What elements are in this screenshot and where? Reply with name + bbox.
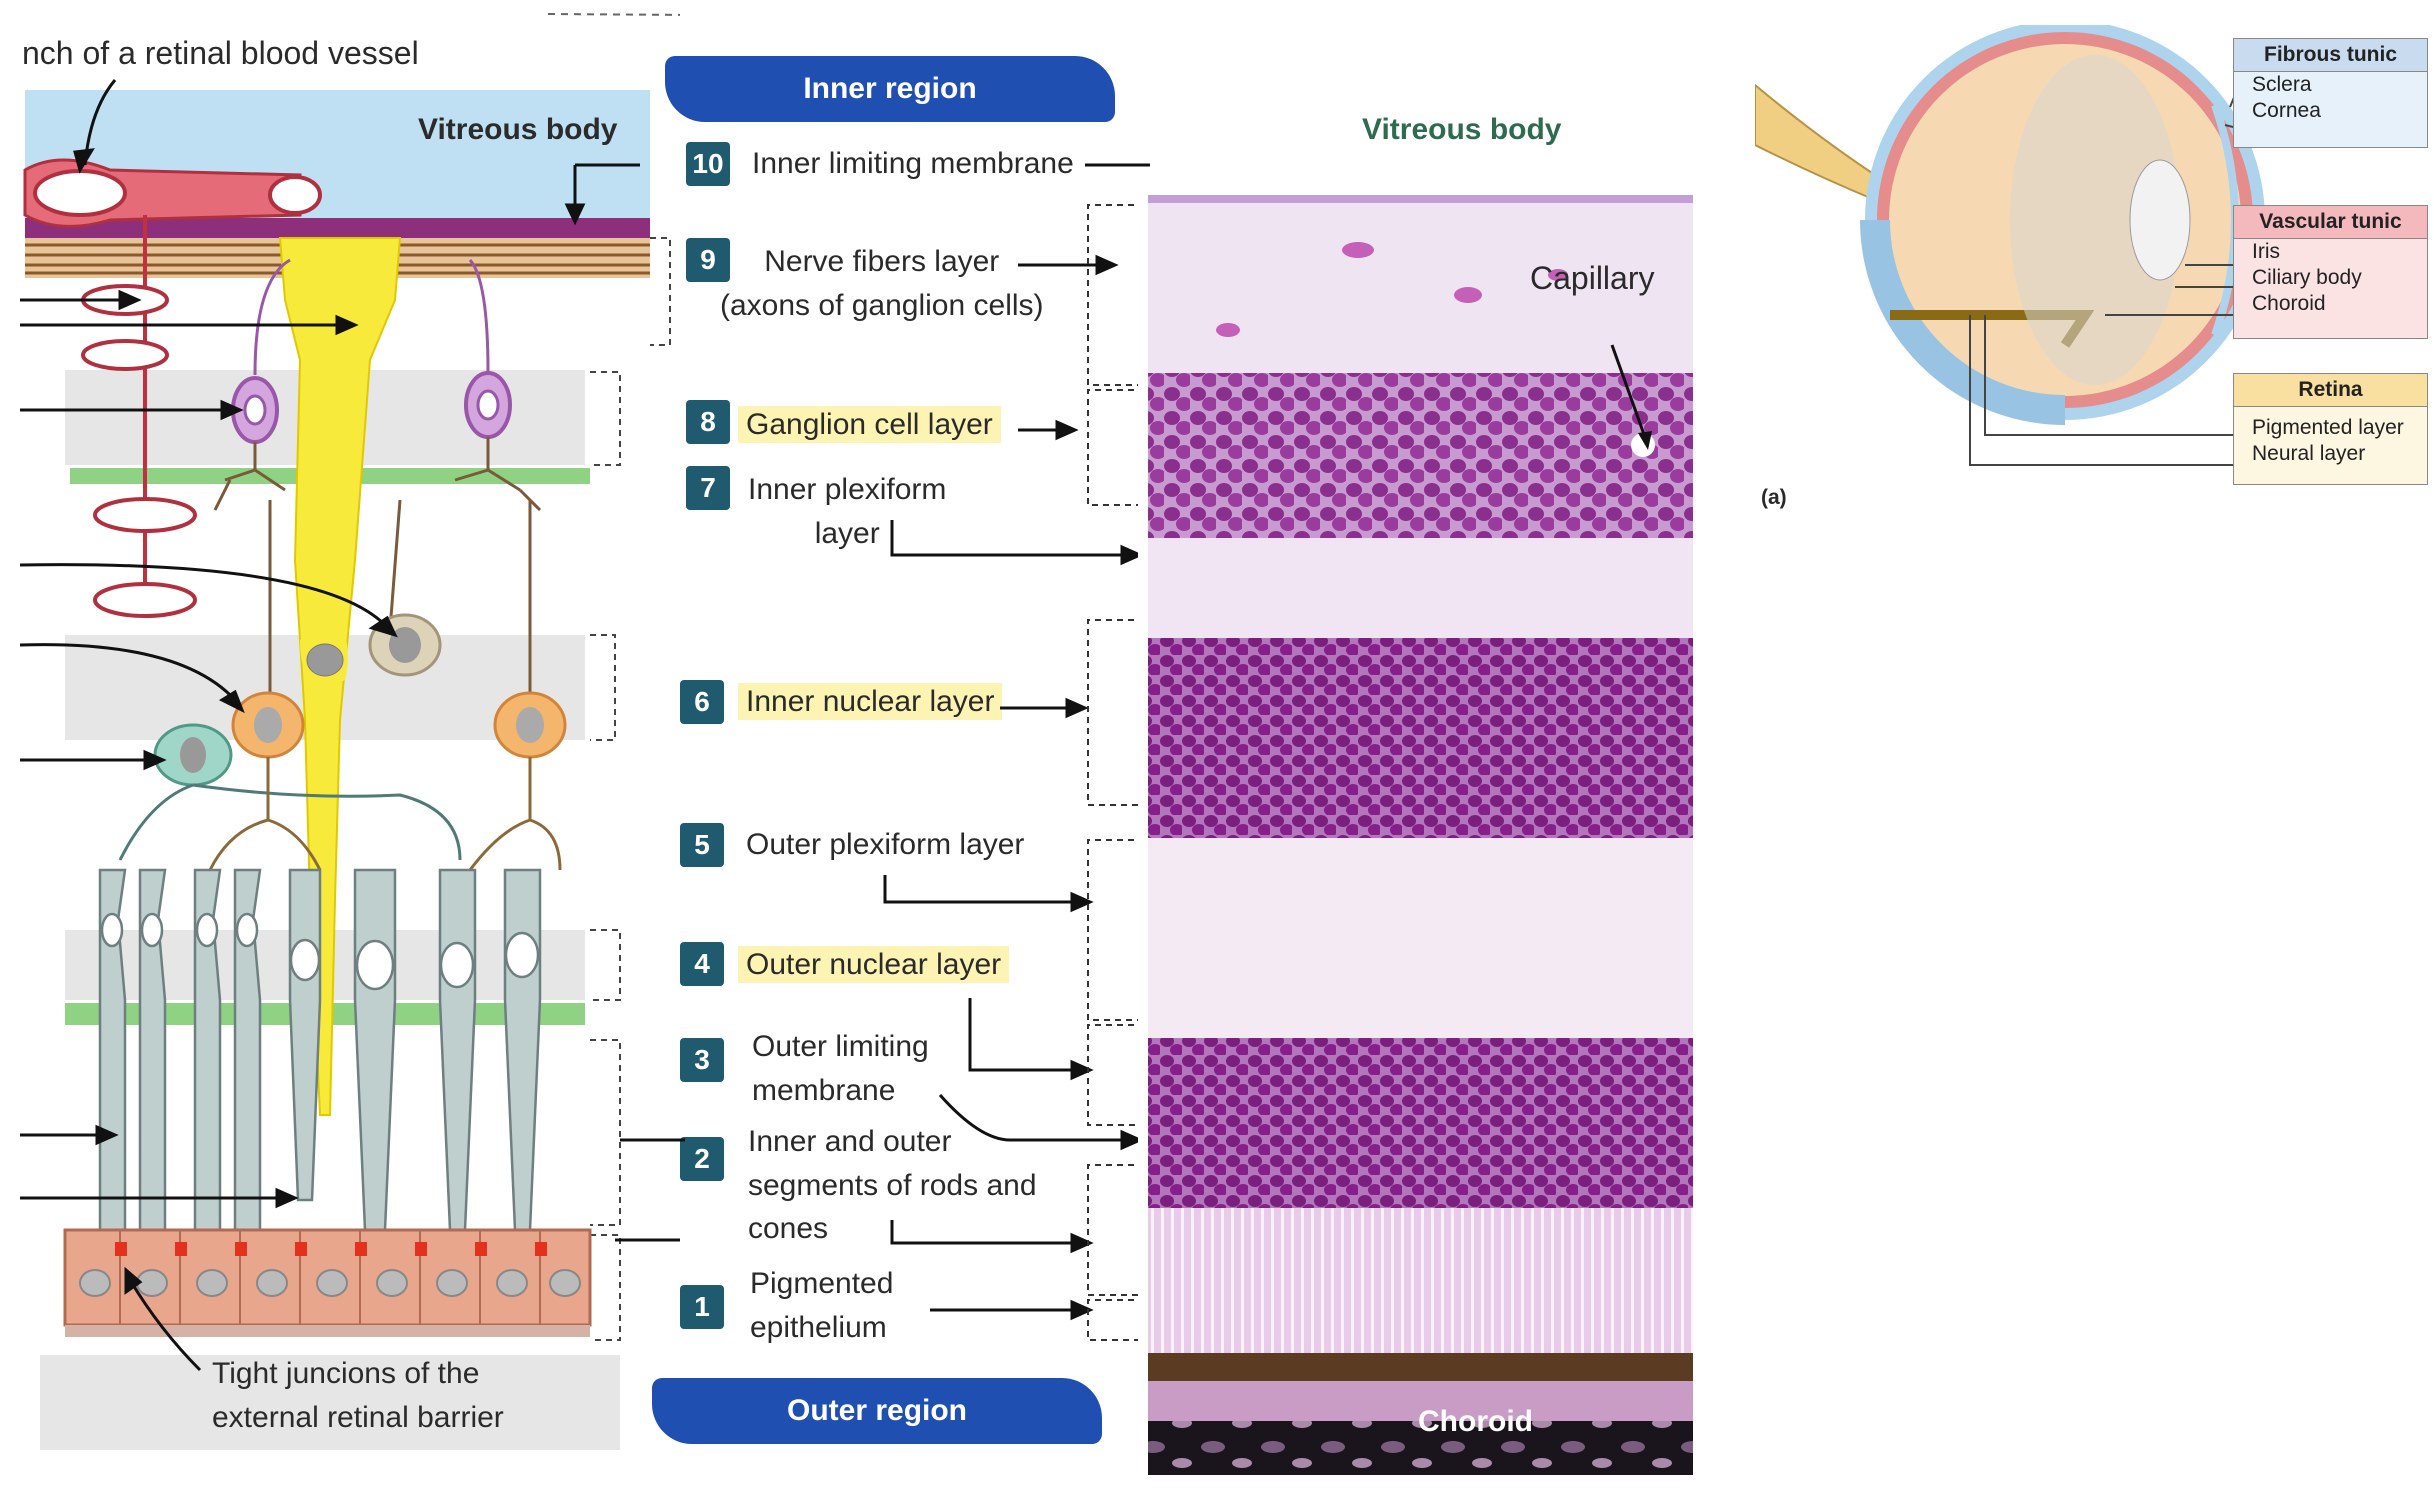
layer-7-label: Inner plexiform layer — [748, 468, 946, 555]
eye-diagram: Fibrous tunic Sclera Cornea Vascular tun… — [1754, 20, 2430, 525]
layer-5-label: Outer plexiform layer — [746, 828, 1025, 861]
layer-8-label: Ganglion cell layer — [738, 403, 1001, 447]
layer-3-label: Outer limiting membrane — [752, 1025, 929, 1112]
layer-5-number: 5 — [680, 823, 724, 867]
inner-region-banner: Inner region — [665, 56, 1115, 122]
vessel-label: nch of a retinal blood vessel — [22, 35, 419, 71]
layer-9-line1: Nerve fibers layer — [764, 245, 1000, 278]
layer-3-line1: Outer limiting — [752, 1030, 929, 1063]
layer-10-label: Inner limiting membrane — [752, 147, 1074, 180]
layer-4-text: Outer nuclear layer — [738, 946, 1010, 983]
vascular-item-choroid: Choroid — [2252, 292, 2326, 315]
layer-9-number: 9 — [686, 238, 730, 282]
fibrous-item-cornea: Cornea — [2252, 99, 2321, 122]
vascular-item-iris: Iris — [2252, 240, 2280, 263]
layer-4-label: Outer nuclear layer — [738, 943, 1010, 987]
choroid-label: Choroid — [1418, 1405, 1533, 1438]
layer-1-number: 1 — [680, 1285, 724, 1329]
layer-2-line2: segments of rods and — [748, 1168, 1037, 1202]
retina-schematic-art — [19, 13, 1711, 1450]
layer-1-line2: epithelium — [750, 1310, 887, 1344]
vascular-item-ciliary-body: Ciliary body — [2252, 266, 2362, 289]
fibrous-item-sclera: Sclera — [2252, 73, 2312, 96]
layer-10-number: 10 — [686, 142, 730, 186]
retina-title: Retina — [2234, 374, 2427, 407]
layer-7-number: 7 — [686, 466, 730, 510]
layer-8-text: Ganglion cell layer — [738, 406, 1001, 443]
retina-schematic: nch of a retinal blood vessel Vitreous b… — [0, 0, 1711, 1493]
capillary-label: Capillary — [1530, 260, 1655, 296]
outer-region-banner: Outer region — [652, 1378, 1102, 1444]
layer-2-label: Inner and outer segments of rods and con… — [748, 1120, 1037, 1251]
vitreous-label-micrograph: Vitreous body — [1362, 113, 1562, 146]
fibrous-tunic-title: Fibrous tunic — [2234, 39, 2427, 72]
layer-6-label: Inner nuclear layer — [738, 680, 1003, 724]
tight-junctions-line2: external retinal barrier — [212, 1400, 504, 1434]
retina-item-pigmented: Pigmented layer — [2252, 416, 2404, 439]
retina-box: Retina Pigmented layer Neural layer — [2233, 373, 2428, 485]
vascular-tunic-title: Vascular tunic — [2234, 206, 2427, 239]
micrograph-art — [1138, 195, 1693, 1475]
layer-6-number: 6 — [680, 680, 724, 724]
layer-7-line2: layer — [814, 516, 880, 550]
layer-1-label: Pigmented epithelium — [750, 1262, 893, 1349]
connector-arrows — [615, 163, 1150, 1341]
layer-2-number: 2 — [680, 1137, 724, 1181]
tight-junctions-line1: Tight juncions of the — [212, 1357, 480, 1390]
layer-8-number: 8 — [686, 400, 730, 444]
tight-junctions-label: Tight juncions of the external retinal b… — [212, 1352, 504, 1439]
eye-illustration — [1754, 20, 2335, 466]
layer-9-line2: (axons of ganglion cells) — [720, 288, 1044, 322]
layer-3-number: 3 — [680, 1038, 724, 1082]
histology-micrograph: Capillary Choroid — [1138, 195, 1693, 1475]
layer-3-line2: membrane — [752, 1073, 896, 1107]
layer-6-text: Inner nuclear layer — [738, 683, 1003, 720]
panel-label: (a) — [1761, 486, 1787, 509]
layer-9-label: Nerve fibers layer (axons of ganglion ce… — [720, 240, 1044, 327]
layer-1-line1: Pigmented — [750, 1267, 894, 1300]
layer-2-line3: cones — [748, 1212, 829, 1245]
layer-4-number: 4 — [680, 942, 724, 986]
retina-item-neural: Neural layer — [2252, 442, 2366, 465]
layer-2-line1: Inner and outer — [748, 1125, 952, 1158]
layer-7-line1: Inner plexiform — [748, 473, 947, 506]
vitreous-label-left: Vitreous body — [418, 113, 618, 146]
vascular-tunic-box: Vascular tunic Iris Ciliary body Choroid — [2233, 205, 2428, 339]
fibrous-tunic-box: Fibrous tunic Sclera Cornea — [2233, 38, 2428, 148]
